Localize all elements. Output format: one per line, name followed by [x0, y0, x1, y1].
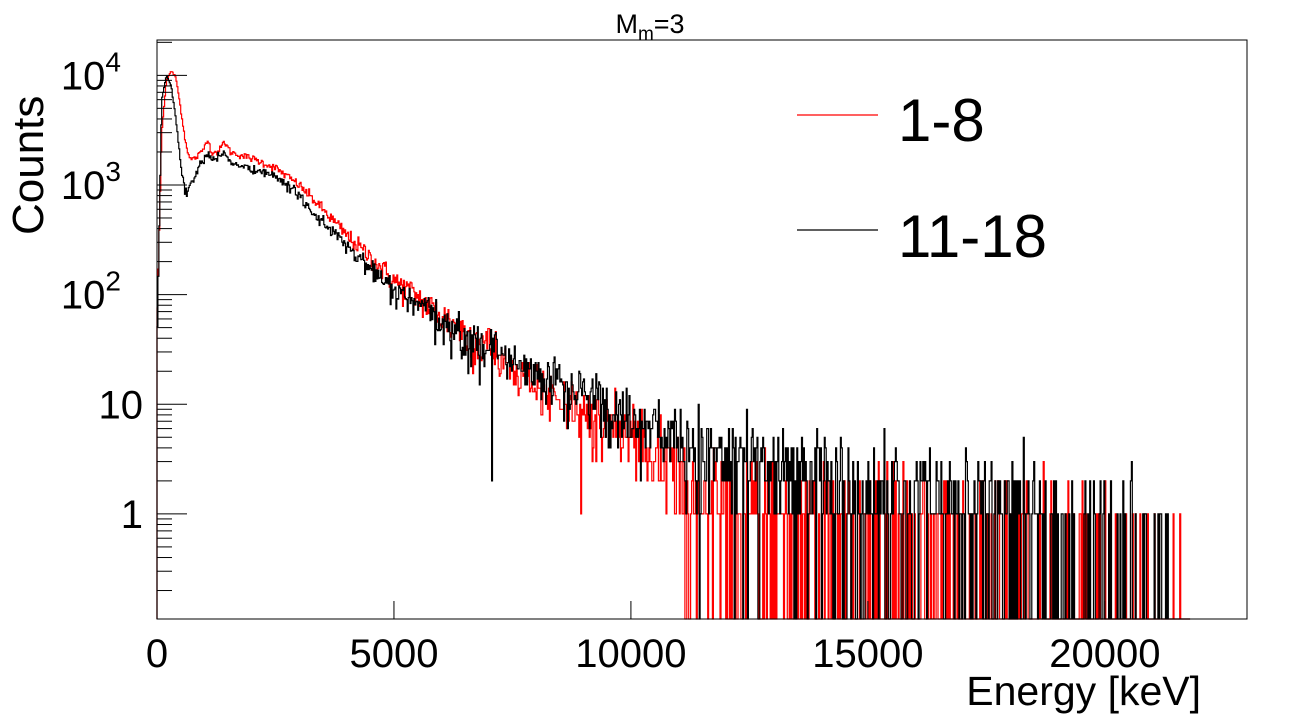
plot-frame — [156, 39, 1248, 620]
histogram-series-1-8 — [156, 71, 1191, 620]
legend-label-1-8: 1-8 — [898, 87, 985, 154]
y-tick-base: 10 — [61, 274, 106, 318]
y-tick-label: 1 — [121, 493, 143, 537]
y-tick-label: 10 — [99, 383, 144, 427]
x-tick-label: 20000 — [1049, 632, 1160, 676]
histogram-series-layer — [156, 71, 1191, 620]
y-tick-base: 10 — [61, 164, 106, 208]
y-tick-exponent: 3 — [105, 156, 121, 187]
title-main: M — [615, 9, 638, 39]
y-tick-label: 103 — [61, 156, 121, 208]
histogram-series-11-18 — [156, 75, 1191, 620]
legend-label-11-18: 11-18 — [898, 203, 1047, 270]
y-tick-exponent: 4 — [105, 46, 121, 77]
chart-title: Mm=3 — [615, 9, 684, 45]
title-suffix: =3 — [654, 9, 685, 39]
y-tick-base: 10 — [61, 54, 106, 98]
x-tick-label: 15000 — [812, 632, 923, 676]
y-tick-exponent: 2 — [105, 266, 121, 297]
x-tick-label: 10000 — [575, 632, 686, 676]
y-tick-label: 102 — [61, 266, 121, 318]
y-tick-label: 104 — [61, 46, 121, 98]
x-axis-label: Energy [keV] — [966, 668, 1201, 714]
x-tick-label: 5000 — [349, 632, 438, 676]
title-subscript: m — [638, 24, 654, 45]
x-tick-label: 0 — [146, 632, 168, 676]
legend: 1-8 11-18 — [797, 87, 1047, 270]
y-axis-label: Counts — [4, 96, 53, 235]
x-axis: 0 5000 10000 15000 20000 — [146, 601, 1160, 676]
